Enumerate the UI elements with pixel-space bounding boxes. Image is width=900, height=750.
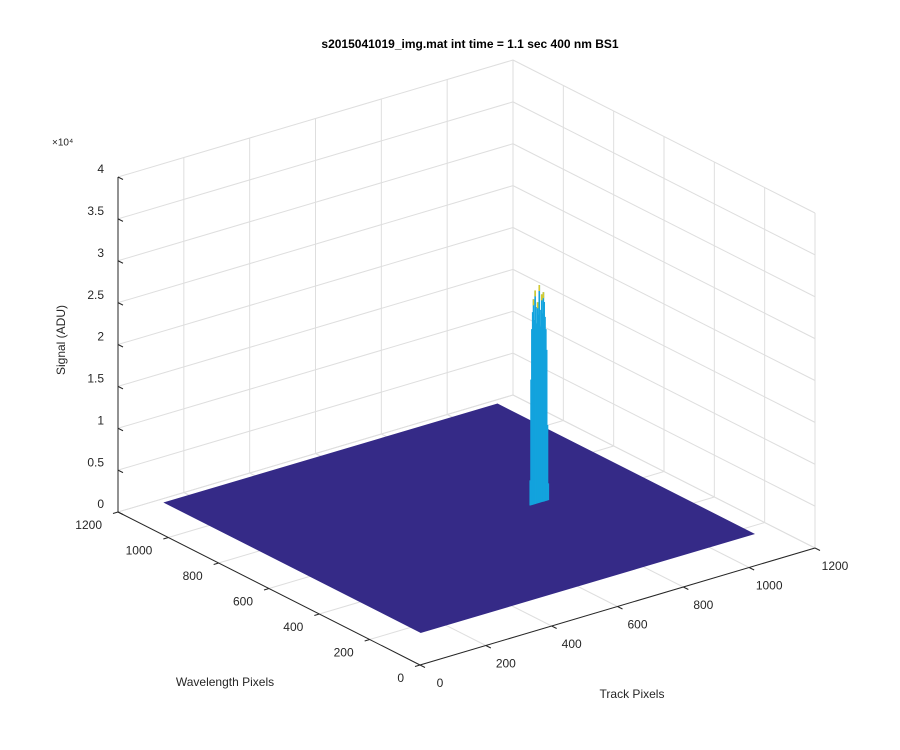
z-grid-line [512, 394, 816, 549]
y-tick [414, 664, 421, 667]
x-tick [419, 664, 426, 668]
y-tick-label: 200 [334, 646, 354, 660]
y-tick-label: 0 [397, 671, 404, 685]
z-tick [117, 218, 124, 222]
z-grid-line [512, 310, 816, 465]
y-tick-label: 400 [283, 620, 303, 634]
z-grid-line [117, 227, 514, 345]
z-tick-label: 2 [97, 330, 104, 344]
y-tick-label: 800 [183, 569, 203, 583]
z-grid-line [512, 59, 816, 214]
x-tick-label: 200 [496, 657, 516, 671]
x-tick [551, 625, 557, 629]
z-tick-label: 2.5 [87, 288, 104, 302]
z-grid-line [512, 185, 816, 340]
y-tick [163, 537, 169, 540]
y-tick-label: 1200 [75, 518, 102, 532]
x-tick [617, 606, 623, 610]
z-grid-line [117, 394, 514, 513]
z-exponent: ×10⁴ [52, 138, 73, 149]
x-tick-label: 800 [693, 598, 713, 612]
z-grid-line [512, 227, 816, 381]
z-axis-label: Signal (ADU) [54, 305, 68, 375]
z-tick [117, 427, 124, 432]
x-tick [748, 567, 755, 571]
z-tick-label: 0 [97, 497, 104, 511]
x-tick-label: 600 [627, 618, 647, 632]
z-grid-line [117, 268, 514, 387]
z-tick-label: 0.5 [87, 455, 104, 469]
y-tick [263, 588, 270, 591]
x-tick-label: 400 [562, 637, 582, 651]
z-tick [117, 344, 124, 348]
x-axis-label: Track Pixels [600, 687, 665, 701]
z-grid-line [117, 143, 514, 262]
x-tick [814, 547, 821, 551]
z-tick-label: 1 [97, 413, 104, 427]
x-tick [683, 586, 689, 590]
z-grid-line [512, 268, 816, 423]
x-tick [485, 645, 492, 649]
z-tick-label: 3.5 [87, 204, 104, 218]
x-tick-label: 1000 [756, 579, 783, 593]
y-tick-label: 1000 [126, 544, 153, 558]
z-grid-line [512, 101, 816, 256]
y-tick [213, 562, 219, 565]
z-grid-line [117, 185, 514, 304]
z-grid-line [117, 59, 514, 178]
z-tick-label: 4 [97, 162, 104, 176]
y-tick [112, 511, 119, 514]
x-tick-label: 0 [437, 676, 444, 690]
z-grid-line [512, 143, 816, 298]
y-tick [314, 613, 320, 616]
z-tick-label: 1.5 [87, 372, 104, 386]
chart-title: s2015041019_img.mat int time = 1.1 sec 4… [321, 37, 619, 51]
z-grid-line [117, 101, 514, 220]
z-tick-label: 3 [97, 246, 104, 260]
surface-plane [163, 403, 756, 633]
z-tick [117, 176, 124, 180]
y-axis-label: Wavelength Pixels [176, 675, 274, 689]
y-tick-label: 600 [233, 595, 253, 609]
z-tick [117, 469, 124, 474]
x-tick-label: 1200 [822, 559, 849, 573]
y-tick [364, 639, 370, 642]
z-tick [117, 260, 124, 264]
z-grid-line [117, 352, 514, 471]
z-grid-line [512, 352, 816, 507]
z-tick [117, 385, 124, 390]
z-tick [117, 302, 124, 306]
z-grid-line [117, 310, 514, 429]
z-tick [117, 511, 124, 515]
